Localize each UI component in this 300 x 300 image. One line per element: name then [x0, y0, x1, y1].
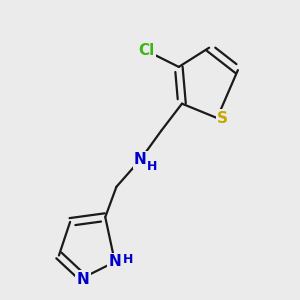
Text: N: N	[109, 254, 121, 269]
Text: N: N	[134, 152, 147, 167]
Text: Cl: Cl	[139, 44, 155, 59]
Text: H: H	[147, 160, 158, 173]
Text: S: S	[218, 110, 228, 125]
Text: H: H	[123, 253, 134, 266]
Text: N: N	[76, 272, 89, 287]
